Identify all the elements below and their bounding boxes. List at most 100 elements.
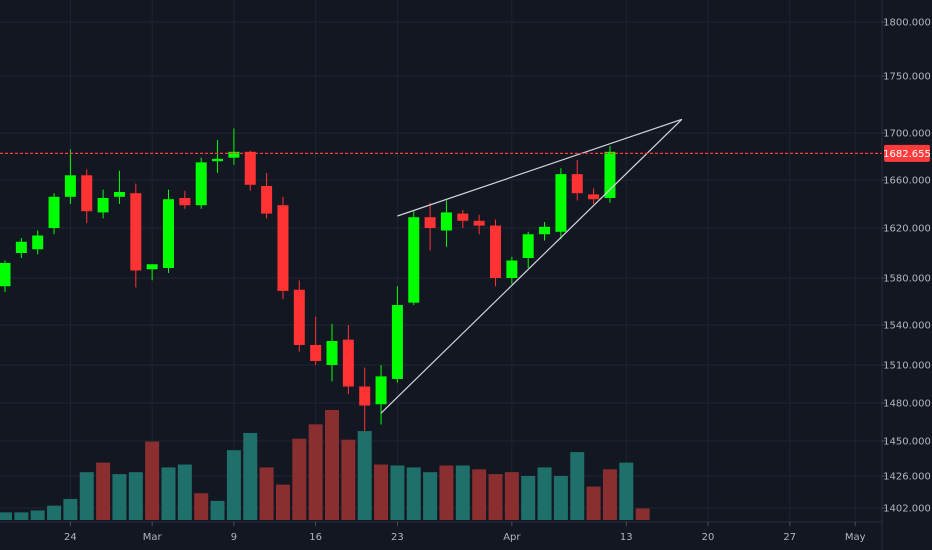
candle-body <box>604 151 616 198</box>
candle-body <box>522 234 534 258</box>
volume-bar <box>210 500 225 520</box>
volume-bars <box>0 410 650 520</box>
time-axis[interactable]: 24 Mar 9 16 23 Apr 13 20 27 May <box>64 522 866 543</box>
candle-body <box>130 193 142 271</box>
price-tick-label: 1510.000 <box>883 361 931 372</box>
time-tick-label: May <box>845 532 866 543</box>
candle-body <box>473 220 485 226</box>
candle-body <box>375 376 387 405</box>
candle-body <box>48 196 60 228</box>
time-tick-label: 24 <box>64 532 77 543</box>
candle-body <box>113 192 125 197</box>
candle-body <box>424 217 436 228</box>
candle-body <box>539 226 551 235</box>
last-price-value: 1682.655 <box>883 149 931 160</box>
volume-bar <box>30 510 45 520</box>
price-tick-label: 1480.000 <box>883 399 931 410</box>
volume-bar <box>308 424 323 520</box>
volume-bar <box>537 467 552 520</box>
candle-body <box>212 158 224 162</box>
volume-bar <box>63 498 78 520</box>
candle-body <box>408 217 420 303</box>
volume-bar <box>341 439 356 520</box>
candle-body <box>293 289 305 345</box>
volume-bar <box>586 486 601 520</box>
last-price-label: 1682.655 <box>883 144 931 162</box>
volume-bar <box>0 512 12 520</box>
candle-body <box>228 151 240 158</box>
price-tick-label: 1426.000 <box>883 472 931 483</box>
price-tick-label: 1450.000 <box>883 437 931 448</box>
volume-bar <box>292 438 307 520</box>
candle-body <box>64 175 76 197</box>
volume-bar <box>553 476 568 520</box>
candle-body <box>15 241 27 253</box>
candle-body <box>571 174 583 194</box>
volume-bar <box>112 474 127 520</box>
candle-body <box>163 199 174 268</box>
price-tick-label: 1660.000 <box>883 176 931 187</box>
time-tick-label: 20 <box>702 532 715 543</box>
volume-bar <box>96 462 111 520</box>
time-tick-label: 23 <box>391 532 404 543</box>
price-tick-label: 1700.000 <box>883 129 931 140</box>
candle-body <box>555 174 567 232</box>
volume-bar <box>488 474 503 520</box>
volume-bar <box>406 467 421 520</box>
price-axis[interactable]: 1800.000 1750.000 1700.000 1660.000 1620.000… <box>882 18 931 515</box>
time-tick-label: 13 <box>620 532 633 543</box>
volume-bar <box>521 476 536 520</box>
volume-bar <box>423 472 438 520</box>
trendline <box>397 118 683 217</box>
candle-body <box>588 194 600 200</box>
candle-body <box>244 151 256 185</box>
volume-bar <box>177 464 192 520</box>
candle-body <box>440 212 452 231</box>
volume-bar <box>14 512 29 520</box>
candles <box>0 128 616 431</box>
volume-bar <box>357 431 372 520</box>
volume-bar <box>259 467 274 520</box>
volume-bar <box>243 432 258 520</box>
candle-body <box>277 205 289 291</box>
volume-bar <box>390 465 405 520</box>
volume-bar <box>161 467 176 520</box>
volume-bar <box>194 493 209 520</box>
candle-body <box>97 198 109 213</box>
last-price-badge <box>884 144 930 162</box>
volume-bar <box>145 441 160 520</box>
price-tick-label: 1750.000 <box>883 72 931 83</box>
volume-bar <box>79 472 94 520</box>
trendline <box>380 118 683 414</box>
time-tick-label: 27 <box>783 532 796 543</box>
candle-body <box>261 186 273 214</box>
candle-body <box>81 175 93 212</box>
candle-body <box>359 386 371 406</box>
volume-bar <box>472 469 487 520</box>
candle-body <box>457 213 469 221</box>
volume-bar <box>619 462 634 520</box>
candle-body <box>490 225 501 278</box>
candle-body <box>0 263 11 287</box>
volume-bar <box>439 465 454 520</box>
price-tick-label: 1800.000 <box>883 18 931 29</box>
volume-bar <box>47 505 62 520</box>
time-tick-label: Mar <box>143 532 163 543</box>
volume-bar <box>602 469 617 520</box>
volume-bar <box>325 410 339 520</box>
candle-body <box>179 198 191 206</box>
trendlines <box>380 118 683 414</box>
volume-bar <box>226 450 241 520</box>
time-tick-label: 9 <box>231 532 237 543</box>
candle-body <box>32 235 44 250</box>
price-tick-label: 1402.000 <box>883 504 931 515</box>
volume-bar <box>128 472 143 520</box>
volume-bar <box>275 484 290 520</box>
volume-bar <box>374 464 389 520</box>
price-tick-label: 1580.000 <box>883 274 931 285</box>
volume-bar <box>570 452 585 520</box>
time-tick-label: Apr <box>503 532 521 543</box>
candle-body <box>146 264 158 270</box>
candle-body <box>195 162 207 206</box>
